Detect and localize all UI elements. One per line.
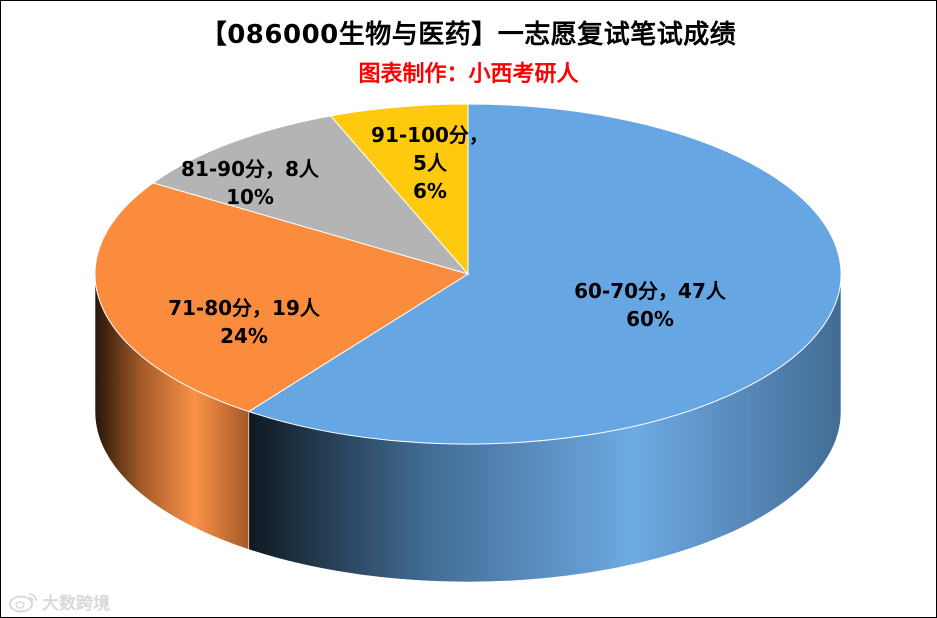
watermark: 大数跨境 [8, 589, 110, 614]
data-label-line: 60-70分，47人 [574, 279, 727, 303]
data-label-line: 71-80分，19人 [168, 296, 321, 320]
data-label-60-70: 60-70分，47人 60% [574, 279, 727, 331]
pie-slice-81-90[interactable] [151, 115, 470, 275]
data-label-line: 5人 [413, 151, 448, 175]
chart-title: 【086000生物与医药】一志愿复试笔试成绩 [200, 20, 737, 50]
pie-top-faces [94, 103, 842, 445]
data-label-line: 60% [626, 307, 674, 331]
weibo-logo-icon [9, 592, 37, 612]
data-label-line: 6% [413, 179, 447, 203]
pie-slice-91-100[interactable] [329, 103, 469, 276]
chart-subtitle: 图表制作：小西考研人 [358, 62, 579, 87]
data-label-91-100: 91-100分， 5人 6% [371, 123, 489, 203]
data-label-line: 91-100分， [371, 123, 489, 147]
pie-slice-60-70[interactable] [247, 103, 842, 445]
data-label-line: 24% [220, 324, 268, 348]
data-label-71-80: 71-80分，19人 24% [168, 296, 321, 348]
data-label-line: 81-90分，8人 [181, 157, 320, 181]
data-label-line: 10% [226, 185, 274, 209]
watermark-text: 大数跨境 [42, 594, 110, 614]
data-labels: 60-70分，47人 60% 71-80分，19人 24% 81-90分，8人 10% 91… [168, 123, 727, 348]
pie-slice-71-80[interactable] [94, 182, 470, 413]
data-label-81-90: 81-90分，8人 10% [181, 157, 320, 209]
